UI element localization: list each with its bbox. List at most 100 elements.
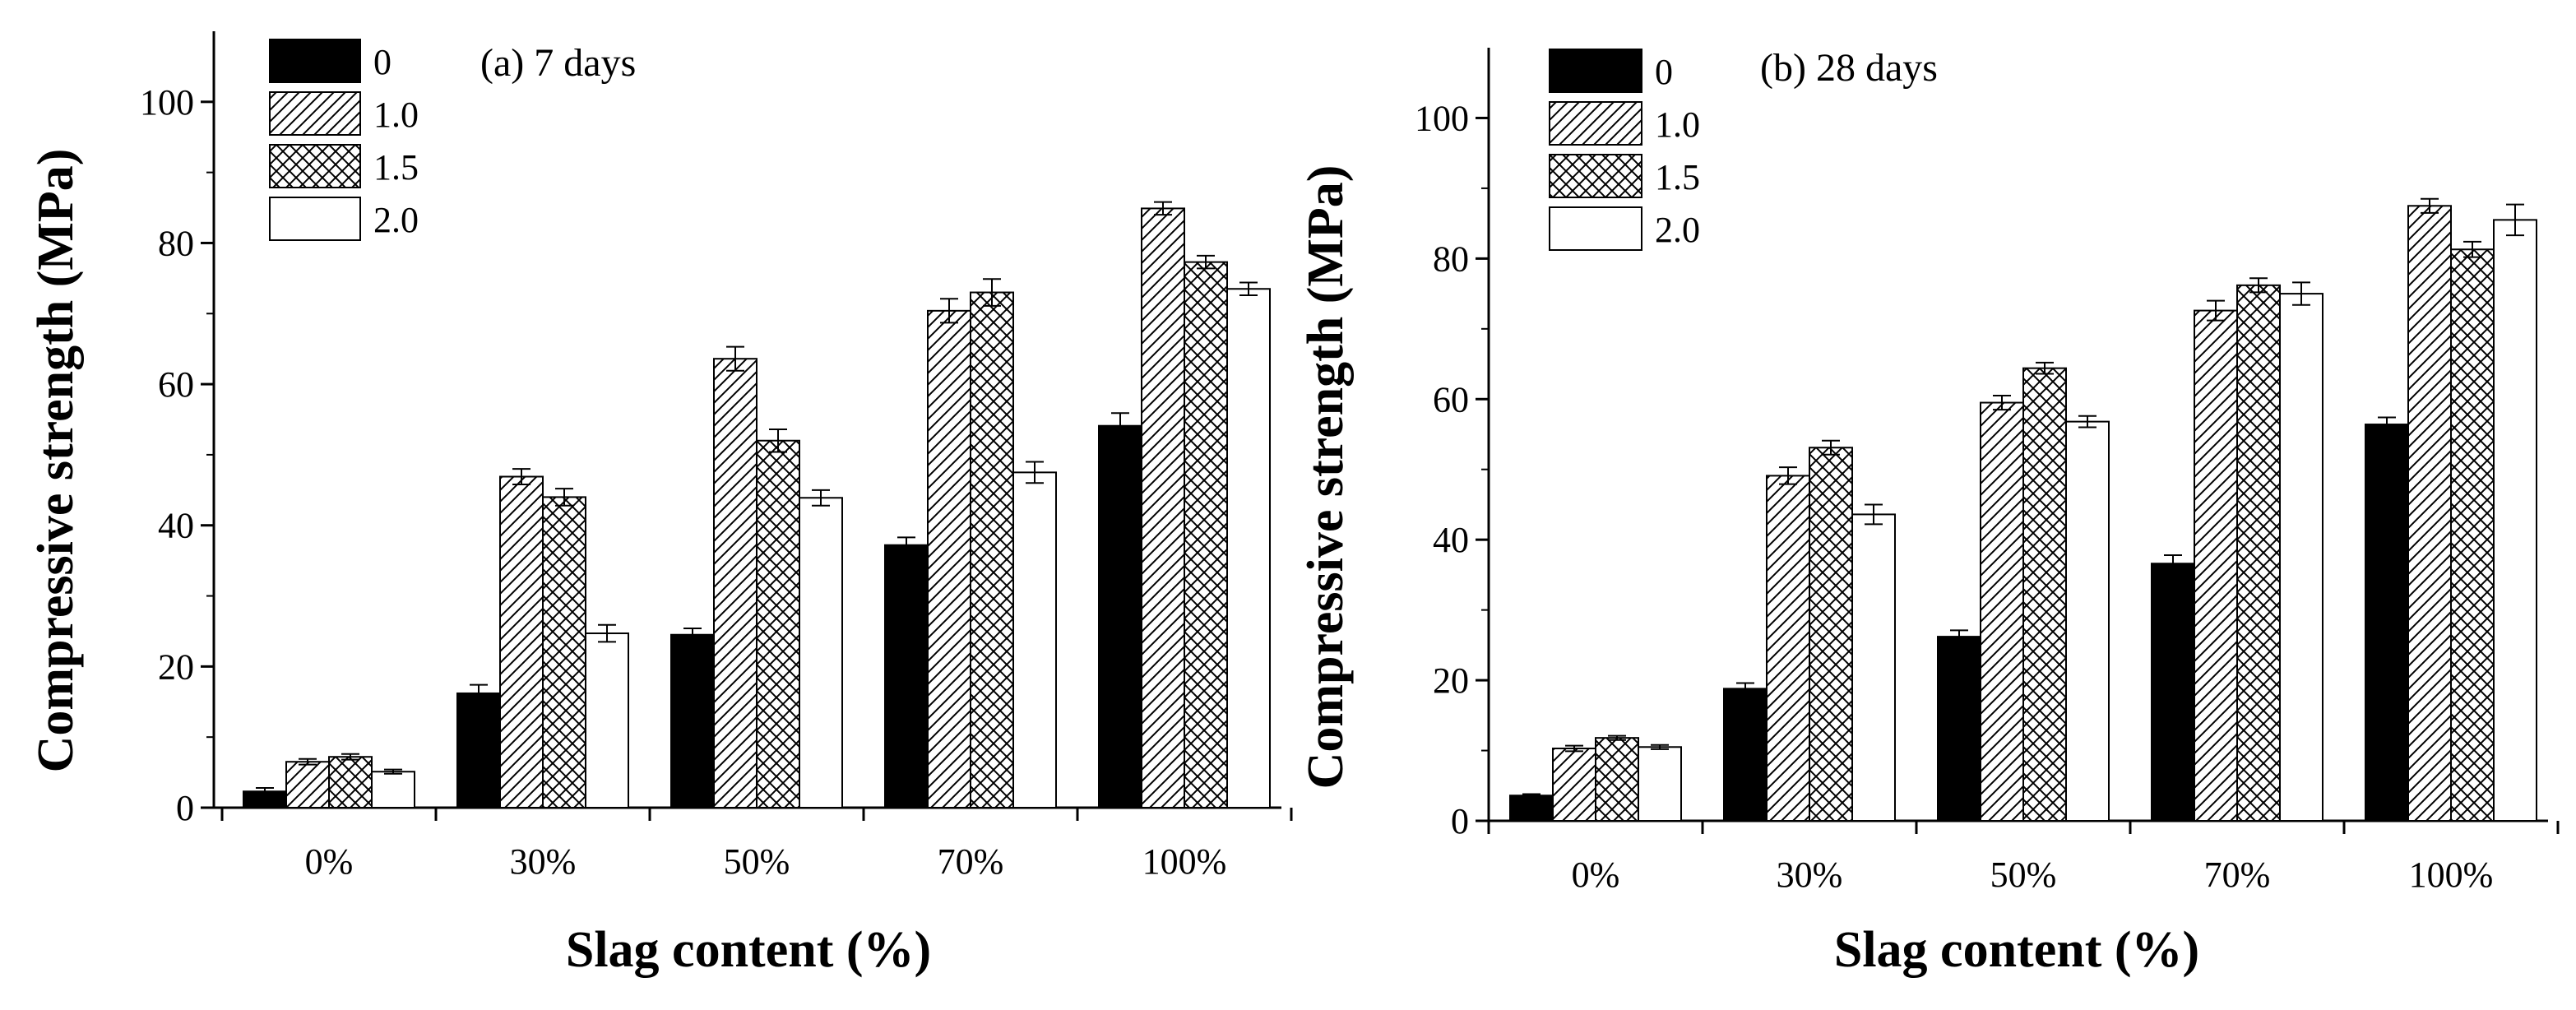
legend-swatch-crosshatch (1549, 154, 1642, 198)
x-tick-label: 30% (510, 841, 577, 882)
error-bar (1608, 734, 1626, 741)
bar-empty (2493, 219, 2537, 822)
bar-crosshatch (970, 291, 1014, 808)
bar-empty (2065, 420, 2110, 822)
error-bar (1111, 412, 1129, 440)
error-bar (1239, 281, 1258, 296)
bar-solid (2365, 424, 2409, 822)
error-bar (598, 623, 616, 643)
error-bar (2421, 197, 2439, 214)
bar-crosshatch (328, 756, 373, 809)
bar-solid (1509, 795, 1554, 822)
bar-diagonal (499, 475, 544, 809)
plot-area: 0 20 40 60 80 100 0% 30% 50% 70% 100% (1415, 48, 2560, 895)
legend: 0 1.0 1.5 2.0 (1549, 49, 1700, 251)
legend-label: 2.0 (1655, 210, 1700, 250)
x-axis-title: Slag content (%) (566, 922, 931, 978)
error-bar (2378, 416, 2396, 433)
error-bar (2207, 299, 2225, 322)
error-bar (2292, 281, 2310, 306)
bar-diagonal (2194, 309, 2238, 822)
bar-solid (884, 544, 929, 808)
bar-crosshatch (2022, 367, 2067, 822)
bar-solid (1098, 424, 1142, 808)
legend-item-0: 0 (1549, 49, 1673, 93)
error-bar (1993, 395, 2011, 411)
legend-item-3: 2.0 (269, 197, 419, 241)
error-bar (940, 298, 958, 324)
bar-crosshatch (2450, 248, 2495, 822)
error-bar (555, 488, 573, 507)
error-bar (384, 768, 402, 775)
error-bar (2249, 277, 2268, 294)
error-bar (812, 489, 830, 507)
bar-solid (670, 633, 715, 809)
legend-swatch-diagonal (269, 91, 361, 136)
x-tick-label: 50% (1990, 855, 2057, 895)
legend-swatch-diagonal (1549, 101, 1642, 146)
error-bar (983, 278, 1001, 307)
x-tick-label: 70% (2204, 855, 2271, 895)
bar-crosshatch (756, 439, 800, 809)
legend-label: 2.0 (373, 200, 419, 240)
bar-crosshatch (542, 496, 586, 809)
bar-empty (585, 632, 629, 809)
bar-solid (456, 692, 501, 808)
y-tick-label: 40 (1433, 520, 1469, 560)
legend-item-0: 0 (269, 39, 391, 83)
error-bar (512, 468, 530, 485)
legend-item-1: 1.0 (1549, 101, 1700, 146)
y-tick-label: 100 (1415, 98, 1469, 138)
x-tick-label: 0% (305, 841, 354, 882)
y-tick-label: 100 (140, 82, 194, 123)
bar-diagonal (1552, 747, 1596, 822)
legend-item-2: 1.5 (1549, 154, 1700, 198)
y-axis-title: Compressive strength (MPa) (1298, 165, 1354, 790)
error-bar (1154, 201, 1172, 216)
error-bar (299, 758, 317, 766)
legend-swatch-solid (269, 39, 361, 83)
bar-diagonal (713, 358, 758, 808)
legend-item-1: 1.0 (269, 91, 419, 136)
error-bar (2506, 203, 2524, 237)
error-bar (1522, 793, 1541, 798)
error-bar (1565, 744, 1583, 753)
error-bar (2463, 240, 2481, 258)
bar-empty (371, 771, 415, 808)
y-axis-title: Compressive strength (MPa) (28, 149, 84, 773)
legend-label: 1.5 (1655, 157, 1700, 197)
bar-crosshatch (1809, 447, 1853, 822)
legend-label: 1.0 (1655, 104, 1700, 145)
error-bar (1026, 461, 1044, 484)
legend-item-2: 1.5 (269, 144, 419, 188)
y-tick-label: 0 (176, 788, 194, 828)
y-tick-label: 60 (158, 364, 194, 405)
x-tick-label: 50% (724, 841, 790, 882)
error-bar (1736, 682, 1754, 696)
bar-crosshatch (1184, 261, 1228, 809)
legend-swatch-empty (269, 197, 361, 241)
error-bar (726, 345, 744, 372)
bar-diagonal (1141, 207, 1185, 809)
error-bar (1865, 503, 1883, 526)
error-bar (2164, 554, 2182, 573)
legend-item-3: 2.0 (1549, 206, 1700, 251)
error-bar (1779, 466, 1797, 485)
x-tick-label: 100% (1142, 841, 1227, 882)
bar-empty (1226, 288, 1271, 808)
error-bar (341, 753, 359, 761)
y-tick-label: 40 (158, 506, 194, 546)
bar-empty (1012, 471, 1057, 808)
x-tick-label: 30% (1777, 855, 1843, 895)
x-tick-label: 100% (2409, 855, 2494, 895)
bar-empty (1851, 513, 1896, 822)
bar-empty (799, 497, 843, 808)
bar-crosshatch (2236, 284, 2281, 822)
y-tick-label: 0 (1451, 801, 1469, 841)
error-bar (256, 786, 274, 796)
error-bar (2036, 361, 2054, 375)
bar-diagonal (285, 761, 330, 809)
y-tick-label: 80 (158, 223, 194, 263)
bar-empty (2279, 293, 2323, 822)
